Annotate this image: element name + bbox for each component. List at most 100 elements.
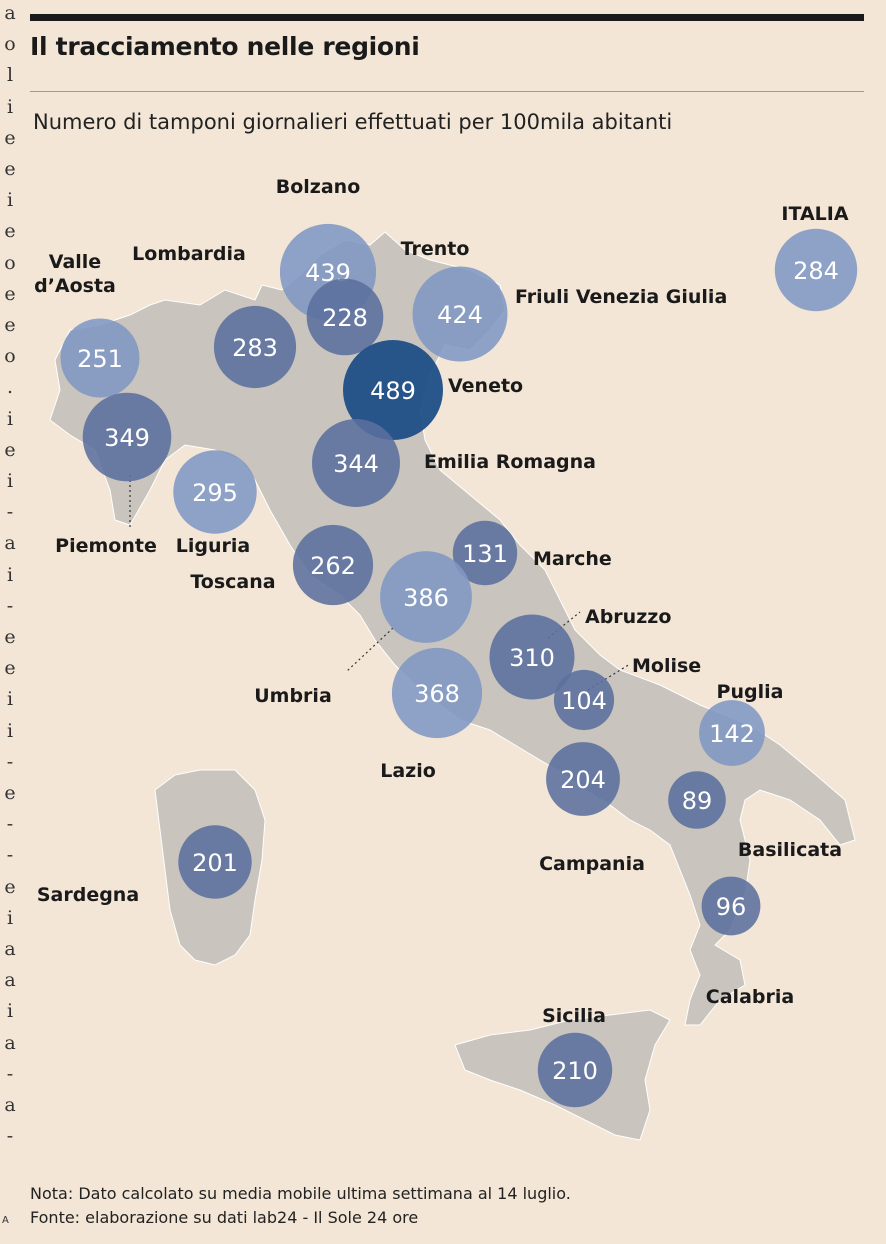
gutter-letter: a — [4, 532, 16, 555]
bubble-valle-d-aosta — [60, 318, 140, 398]
bubble-value: 251 — [77, 345, 123, 373]
gutter-letter: e — [4, 626, 16, 648]
bubble-value: 386 — [403, 584, 449, 612]
region-label: Calabria — [706, 986, 794, 1008]
bubble-value: 131 — [462, 540, 508, 568]
gutter-letter: i — [6, 407, 14, 430]
gutter-letter: e — [4, 875, 16, 898]
bubble-value: 142 — [709, 720, 755, 748]
region-label: Lazio — [380, 760, 436, 782]
bubble-value: 201 — [192, 849, 238, 877]
gutter-letter: - — [6, 594, 14, 617]
gutter-letter: e — [4, 438, 16, 461]
region-label: Molise — [632, 655, 701, 677]
gutter-letter: a — [4, 969, 16, 992]
gutter-letter: i — [6, 95, 14, 118]
gutter-letter: a — [4, 938, 16, 960]
bubble-value: 284 — [793, 257, 839, 285]
bubble-value: 96 — [716, 893, 747, 921]
gutter-letter: - — [6, 813, 14, 836]
gutter-letter: i — [6, 688, 14, 711]
bubble-liguria — [173, 450, 257, 534]
region-label: Umbria — [254, 685, 332, 707]
bubble-molise — [553, 669, 615, 731]
region-label: Veneto — [448, 375, 523, 397]
region-label: Sicilia — [542, 1005, 606, 1027]
region-label: Piemonte — [55, 535, 157, 557]
bubble-value: 210 — [552, 1057, 598, 1085]
region-label: Basilicata — [738, 839, 842, 861]
region-label: Emilia Romagna — [424, 451, 596, 473]
chart-subtitle: Numero di tamponi giornalieri effettuati… — [33, 110, 673, 134]
region-label: Liguria — [176, 535, 250, 557]
bubble-trento — [306, 278, 384, 356]
gutter-letter: a — [4, 1031, 16, 1054]
bubble-value: 283 — [232, 334, 278, 362]
gutter-letter: e — [4, 126, 16, 149]
bubble-value: 424 — [437, 301, 483, 329]
gutter-letter: i — [6, 1000, 14, 1023]
bubble-veneto — [343, 340, 443, 440]
bubble-value: 489 — [370, 377, 416, 405]
title-divider — [30, 91, 864, 92]
gutter-letter: e — [4, 158, 16, 180]
gutter-letter: a — [4, 1094, 16, 1116]
bubble-umbria — [380, 551, 472, 643]
gutter-letter: - — [6, 501, 14, 524]
gutter-letter: i — [6, 719, 14, 742]
gutter-letter: o — [4, 33, 16, 56]
footnote: Nota: Dato calcolato su media mobile ult… — [30, 1184, 571, 1203]
bubble-value: 228 — [322, 304, 368, 332]
gutter-letter: l — [6, 64, 14, 87]
bubble-marche — [452, 520, 518, 586]
bubble-value: 368 — [414, 680, 460, 708]
gutter-letter: i — [6, 906, 14, 929]
gutter-letter: e — [4, 782, 16, 804]
top-rule — [30, 14, 864, 21]
gutter-letter: - — [6, 1062, 14, 1085]
bubble-emilia-romagna — [312, 419, 400, 507]
bubble-sicilia — [537, 1032, 613, 1108]
bubble-friuli-venezia-giulia — [412, 266, 508, 362]
chart-title: Il tracciamento nelle regioni — [30, 32, 420, 61]
bubble-piemonte — [82, 392, 172, 482]
gutter-letter: e — [4, 282, 16, 305]
label-layer: Valle d’Aosta Piemonte Lombardia Liguria Bolz… — [34, 176, 849, 1027]
bubble-value: 349 — [104, 424, 150, 452]
gutter-letter: o — [4, 251, 16, 274]
region-label: Marche — [533, 548, 612, 570]
region-label: Sardegna — [37, 884, 139, 906]
gutter-letter: i — [6, 189, 14, 212]
bubble-abruzzo — [489, 614, 575, 700]
bubble-value: 262 — [310, 552, 356, 580]
bubble-value: 204 — [560, 766, 606, 794]
region-label: Friuli Venezia Giulia — [515, 286, 727, 308]
bubble-value: 310 — [509, 644, 555, 672]
region-label: Puglia — [717, 681, 784, 703]
gutter-letter: i — [6, 470, 14, 492]
bubble-puglia — [699, 700, 765, 766]
region-label: Bolzano — [276, 176, 361, 198]
bubble-value: 104 — [561, 687, 607, 715]
gutter-letter: i — [6, 563, 14, 586]
bubble-value: 344 — [333, 450, 379, 478]
region-label: Trento — [401, 238, 470, 260]
bubble-lazio — [391, 647, 483, 739]
bubble-basilicata — [668, 771, 726, 829]
gutter-letter: e — [4, 657, 16, 680]
bubble-toscana — [292, 524, 374, 606]
bubble-lombardia — [213, 305, 297, 389]
gutter-letter: - — [6, 844, 14, 867]
gutter-letter: - — [6, 1125, 14, 1148]
bubble-sardegna — [178, 825, 252, 899]
region-label: Toscana — [190, 571, 275, 593]
region-label: ITALIA — [781, 203, 848, 225]
region-label: Lombardia — [132, 243, 246, 265]
gutter-letter: . — [6, 376, 14, 399]
region-label: Valle d’Aosta — [34, 251, 116, 297]
gutter-letter: o — [4, 345, 16, 368]
region-label: Campania — [539, 853, 645, 875]
